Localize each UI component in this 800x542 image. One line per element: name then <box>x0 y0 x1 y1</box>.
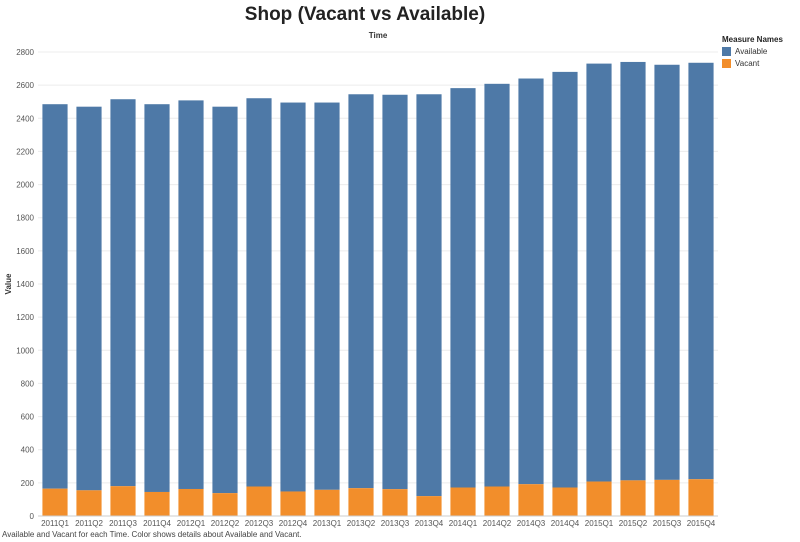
bar-vacant <box>518 484 544 516</box>
bar-vacant <box>620 480 646 516</box>
y-tick-label: 1800 <box>16 214 34 223</box>
bar-available <box>688 62 714 480</box>
x-tick-label: 2013Q4 <box>415 519 444 528</box>
bar-vacant <box>76 490 102 516</box>
bar-available <box>246 98 272 487</box>
bar-available <box>382 94 408 490</box>
x-tick-label: 2014Q1 <box>449 519 478 528</box>
y-tick-label: 1200 <box>16 313 34 322</box>
bar-available <box>178 100 204 489</box>
y-tick-label: 1000 <box>16 346 34 355</box>
x-tick-label: 2013Q3 <box>381 519 410 528</box>
y-tick-label: 2400 <box>16 114 34 123</box>
bar-available <box>620 61 646 481</box>
y-tick-label: 2000 <box>16 181 34 190</box>
bar-available <box>552 71 578 488</box>
bar-available <box>110 99 136 487</box>
legend-label-available: Available <box>735 47 768 56</box>
bar-available <box>416 94 442 497</box>
x-tick-label: 2015Q2 <box>619 519 648 528</box>
x-tick-label: 2014Q2 <box>483 519 512 528</box>
y-tick-label: 1400 <box>16 280 34 289</box>
bar-available <box>484 83 510 487</box>
y-tick-label: 0 <box>30 512 35 521</box>
x-tick-label: 2015Q1 <box>585 519 614 528</box>
legend-item-available[interactable]: Available <box>722 47 783 56</box>
x-tick-label: 2011Q2 <box>75 519 103 528</box>
y-tick-label: 800 <box>21 379 35 388</box>
legend-swatch-available <box>722 47 731 56</box>
bar-vacant <box>110 486 136 516</box>
bar-available <box>450 88 476 488</box>
bar-vacant <box>42 488 68 516</box>
bar-vacant <box>450 487 476 516</box>
x-tick-label: 2011Q4 <box>143 519 171 528</box>
x-tick-label: 2014Q4 <box>551 519 580 528</box>
legend[interactable]: Measure Names Available Vacant <box>722 35 783 71</box>
x-tick-label: 2012Q4 <box>279 519 308 528</box>
legend-item-vacant[interactable]: Vacant <box>722 59 783 68</box>
y-tick-label: 600 <box>21 413 35 422</box>
bar-vacant <box>552 487 578 516</box>
bar-vacant <box>314 489 340 516</box>
legend-title: Measure Names <box>722 35 783 44</box>
bar-vacant <box>348 488 374 516</box>
bar-available <box>42 104 68 489</box>
bar-available <box>280 102 306 492</box>
bar-vacant <box>688 479 714 516</box>
bar-available <box>76 106 102 491</box>
x-tick-label: 2012Q1 <box>177 519 206 528</box>
bar-available <box>518 78 544 485</box>
bar-available <box>212 106 238 494</box>
bar-vacant <box>484 486 510 516</box>
bar-available <box>586 63 612 482</box>
legend-label-vacant: Vacant <box>735 59 760 68</box>
y-tick-label: 2600 <box>16 81 34 90</box>
chart-title: Shop (Vacant vs Available) <box>244 4 486 25</box>
x-tick-label: 2013Q2 <box>347 519 376 528</box>
bar-available <box>654 64 680 480</box>
x-tick-label: 2013Q1 <box>313 519 342 528</box>
bar-vacant <box>416 496 442 516</box>
x-tick-label: 2015Q4 <box>687 519 716 528</box>
bar-vacant <box>212 493 238 516</box>
column-header: Time <box>369 31 388 40</box>
bar-available <box>314 102 340 490</box>
bar-vacant <box>246 486 272 516</box>
bar-vacant <box>144 491 170 516</box>
bar-vacant <box>654 479 680 516</box>
bar-vacant <box>586 481 612 516</box>
bar-vacant <box>382 489 408 516</box>
x-tick-label: 2015Q3 <box>653 519 682 528</box>
bar-vacant <box>280 491 306 516</box>
bar-vacant <box>178 488 204 516</box>
x-tick-label: 2014Q3 <box>517 519 546 528</box>
bar-available <box>144 104 170 492</box>
legend-swatch-vacant <box>722 59 731 68</box>
y-tick-label: 2800 <box>16 48 34 57</box>
y-tick-label: 400 <box>21 446 35 455</box>
y-tick-label: 1600 <box>16 247 34 256</box>
y-axis-title: Value <box>4 273 13 294</box>
x-tick-label: 2011Q3 <box>109 519 137 528</box>
x-tick-label: 2012Q2 <box>211 519 240 528</box>
chart-caption: Available and Vacant for each Time. Colo… <box>2 530 302 539</box>
x-tick-label: 2011Q1 <box>41 519 69 528</box>
y-tick-label: 200 <box>21 479 35 488</box>
x-tick-label: 2012Q3 <box>245 519 274 528</box>
y-tick-label: 2200 <box>16 147 34 156</box>
bar-available <box>348 94 374 489</box>
